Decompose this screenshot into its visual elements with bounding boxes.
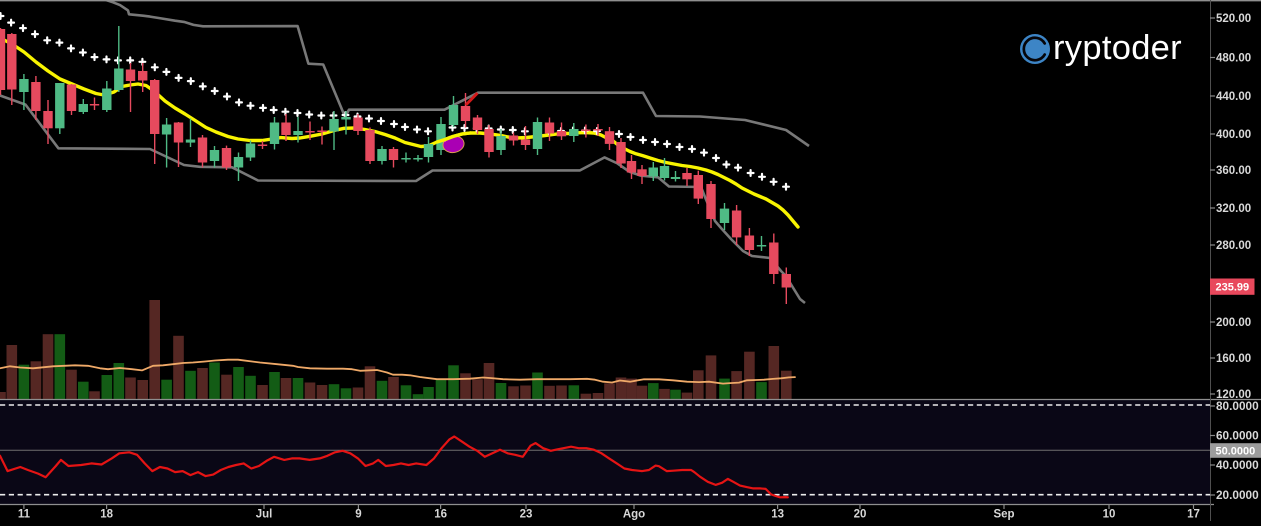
svg-text:Jul: Jul [256, 509, 273, 521]
svg-text:320.00: 320.00 [1216, 203, 1251, 215]
svg-text:20: 20 [854, 509, 867, 521]
svg-text:80.0000: 80.0000 [1216, 399, 1259, 413]
svg-text:280.00: 280.00 [1216, 240, 1251, 252]
svg-text:440.00: 440.00 [1216, 91, 1251, 103]
svg-text:20.0000: 20.0000 [1216, 488, 1259, 502]
svg-text:200.00: 200.00 [1216, 317, 1251, 329]
svg-text:160.00: 160.00 [1216, 353, 1251, 365]
svg-text:520.00: 520.00 [1216, 13, 1251, 25]
svg-text:480.00: 480.00 [1216, 53, 1251, 65]
svg-text:10: 10 [1103, 509, 1116, 521]
svg-text:360.00: 360.00 [1216, 165, 1251, 177]
svg-text:18: 18 [100, 509, 113, 521]
svg-text:400.00: 400.00 [1216, 129, 1251, 141]
svg-text:Sep: Sep [993, 509, 1014, 521]
svg-text:40.0000: 40.0000 [1216, 458, 1259, 472]
svg-text:Ago: Ago [623, 509, 645, 521]
svg-text:9: 9 [355, 509, 361, 521]
svg-text:16: 16 [434, 509, 447, 521]
svg-text:235.99: 235.99 [1216, 282, 1250, 294]
svg-text:60.0000: 60.0000 [1216, 429, 1259, 443]
svg-text:120.00: 120.00 [1216, 389, 1251, 401]
svg-text:11: 11 [18, 509, 31, 521]
svg-text:50.0000: 50.0000 [1216, 445, 1256, 457]
svg-text:13: 13 [771, 509, 784, 521]
svg-text:ryptoder: ryptoder [1053, 29, 1182, 67]
svg-text:23: 23 [520, 509, 533, 521]
svg-text:17: 17 [1187, 509, 1200, 521]
